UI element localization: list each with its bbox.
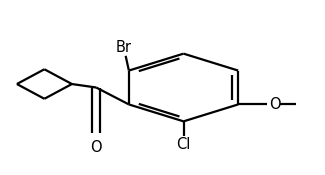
- Text: Cl: Cl: [176, 137, 191, 152]
- Text: Br: Br: [116, 40, 132, 55]
- Text: O: O: [90, 140, 102, 155]
- Text: O: O: [269, 97, 280, 112]
